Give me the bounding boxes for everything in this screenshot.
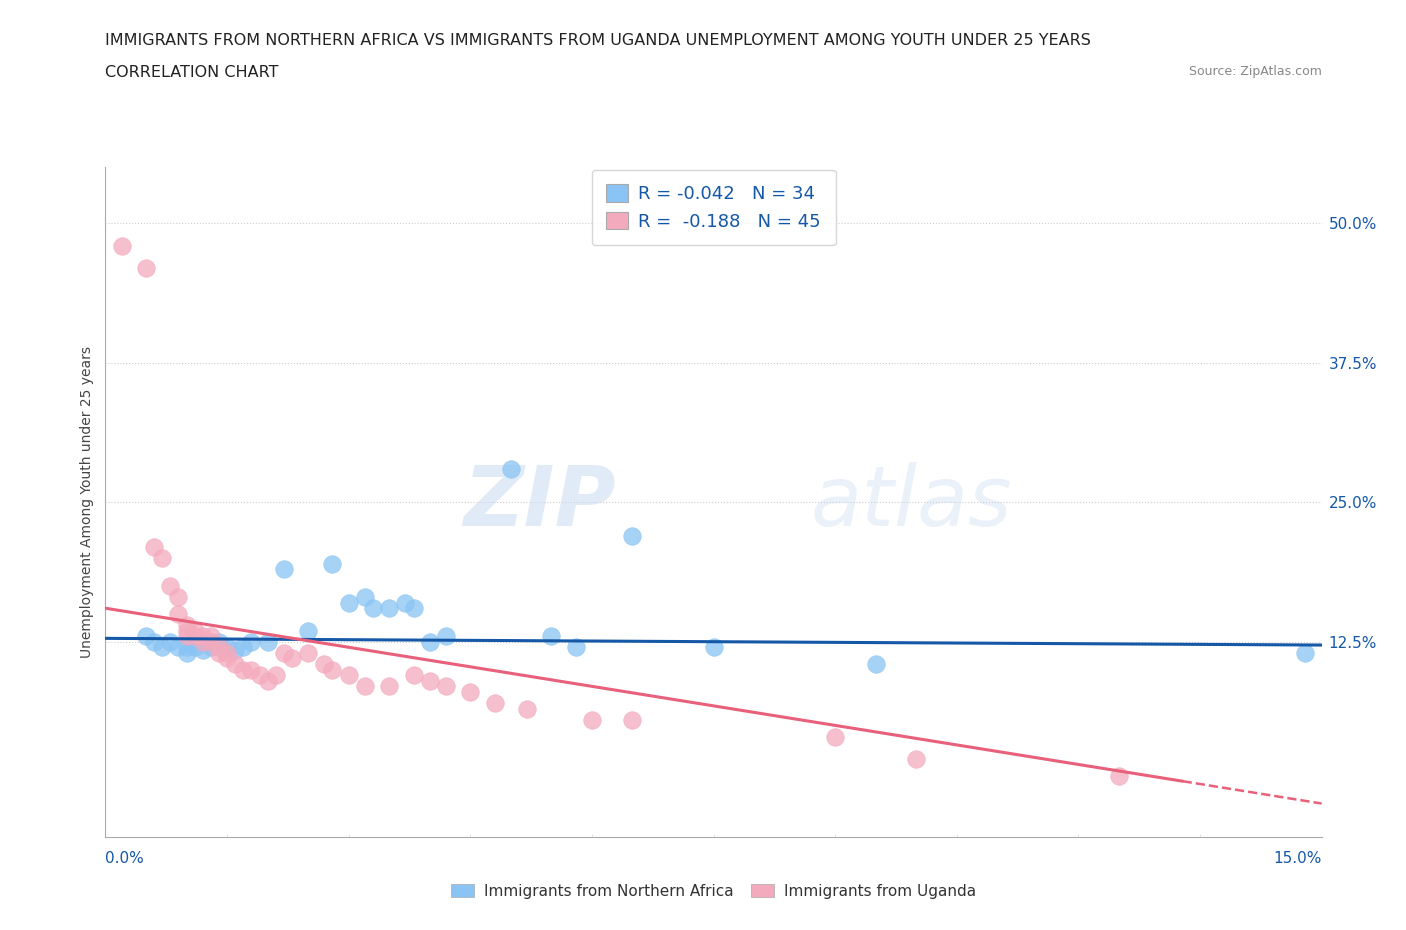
Point [208,634,231,649]
Point [281,651,304,666]
Point [191,634,214,649]
Point [135,629,157,644]
Point [564,640,586,655]
Point [402,601,425,616]
Point [256,634,278,649]
Point [191,642,214,657]
Point [143,634,166,649]
Point [167,606,190,621]
Point [143,539,166,554]
Point [458,684,481,699]
Point [200,634,222,649]
Point [208,640,231,655]
Point [824,729,846,744]
Point [621,528,644,543]
Point [273,562,295,577]
Point [167,590,190,604]
Point [232,640,254,655]
Point [581,712,603,727]
Point [1294,645,1316,660]
Point [208,645,231,660]
Point [176,645,198,660]
Point [240,634,263,649]
Point [256,673,278,688]
Point [200,629,222,644]
Point [183,629,205,644]
Point [224,657,246,671]
Point [354,590,377,604]
Point [159,634,181,649]
Legend: R = -0.042   N = 34, R =  -0.188   N = 45: R = -0.042 N = 34, R = -0.188 N = 45 [592,170,835,246]
Point [499,461,522,476]
Text: atlas: atlas [811,461,1012,543]
Point [183,623,205,638]
Text: IMMIGRANTS FROM NORTHERN AFRICA VS IMMIGRANTS FROM UGANDA UNEMPLOYMENT AMONG YOU: IMMIGRANTS FROM NORTHERN AFRICA VS IMMIG… [105,33,1091,47]
Point [378,679,401,694]
Point [394,595,416,610]
Point [321,556,343,571]
Point [183,640,205,655]
Point [232,662,254,677]
Point [273,645,295,660]
Point [621,712,644,727]
Point [167,640,190,655]
Point [516,701,538,716]
Point [176,629,198,644]
Point [297,645,319,660]
Point [354,679,377,694]
Point [217,651,239,666]
Point [176,618,198,632]
Text: ZIP: ZIP [464,461,616,543]
Point [434,629,457,644]
Point [176,623,198,638]
Point [159,578,181,593]
Point [314,657,336,671]
Point [217,640,239,655]
Point [702,640,725,655]
Point [135,260,157,275]
Point [150,640,173,655]
Point [297,623,319,638]
Point [150,551,173,565]
Point [419,673,441,688]
Point [240,662,263,677]
Point [484,696,506,711]
Point [337,668,360,683]
Point [378,601,401,616]
Point [540,629,562,644]
Point [321,662,343,677]
Point [402,668,425,683]
Point [176,640,198,655]
Point [217,645,239,660]
Point [249,668,271,683]
Point [419,634,441,649]
Point [361,601,384,616]
Point [905,751,928,766]
Point [1108,768,1130,783]
Point [337,595,360,610]
Text: Source: ZipAtlas.com: Source: ZipAtlas.com [1188,65,1322,78]
Text: CORRELATION CHART: CORRELATION CHART [105,65,278,80]
Text: 0.0%: 0.0% [105,851,145,866]
Text: 15.0%: 15.0% [1274,851,1322,866]
Point [434,679,457,694]
Point [865,657,887,671]
Point [200,640,222,655]
Point [224,642,246,657]
Point [264,668,287,683]
Point [111,238,134,253]
Y-axis label: Unemployment Among Youth under 25 years: Unemployment Among Youth under 25 years [80,346,94,658]
Point [191,629,214,644]
